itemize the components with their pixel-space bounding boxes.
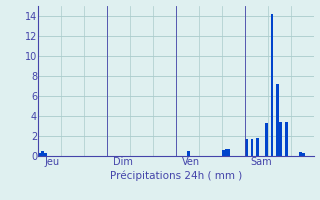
Bar [38,153,41,156]
Bar [245,139,248,156]
Bar [276,84,279,156]
Bar [222,150,225,156]
Bar [41,151,44,156]
Bar [302,153,305,156]
Bar [299,152,302,156]
Bar [251,139,253,156]
Bar [279,122,282,156]
Bar [228,149,230,156]
Bar [225,149,228,156]
Bar [271,14,274,156]
Bar [285,122,288,156]
X-axis label: Précipitations 24h ( mm ): Précipitations 24h ( mm ) [110,170,242,181]
Bar [44,153,47,156]
Bar [188,151,190,156]
Bar [256,138,259,156]
Bar [265,123,268,156]
